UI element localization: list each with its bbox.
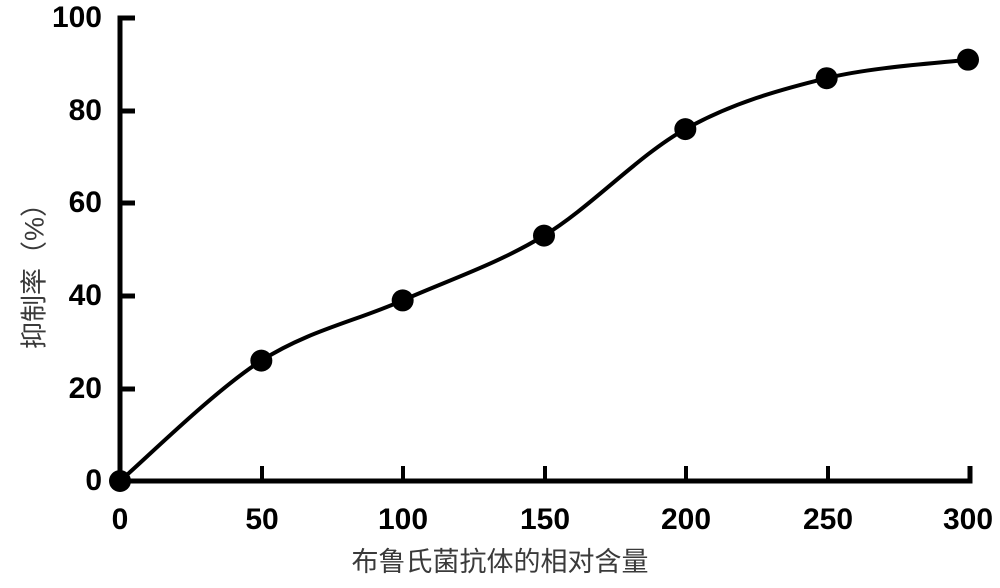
y-tick-label-100: 100 [20,3,102,33]
x-tick-label-300: 300 [943,505,993,535]
plot-area [0,0,1000,588]
axes [120,18,970,481]
y-tick-label-0: 0 [20,466,102,496]
x-tick-label-150: 150 [520,505,570,535]
data-point-150 [533,225,555,247]
data-point-100 [392,289,414,311]
x-axis-title: 布鲁氏菌抗体的相对含量 [0,540,1000,579]
x-tick-label-0: 0 [112,505,129,535]
x-tick-label-50: 50 [245,505,278,535]
data-point-50 [250,350,272,372]
data-line-series-1 [120,60,968,481]
data-point-300 [957,49,979,71]
x-tick-label-200: 200 [661,505,711,535]
data-markers [109,49,979,492]
y-axis-title: 抑制率（%） [13,160,52,380]
data-point-0 [109,470,131,492]
y-tick-label-80: 80 [20,96,102,126]
line-chart: 100 80 60 40 20 0 0 50 100 150 200 250 3… [0,0,1000,588]
x-tick-label-100: 100 [378,505,428,535]
x-tick-label-250: 250 [803,505,853,535]
data-point-250 [816,67,838,89]
data-point-200 [674,118,696,140]
